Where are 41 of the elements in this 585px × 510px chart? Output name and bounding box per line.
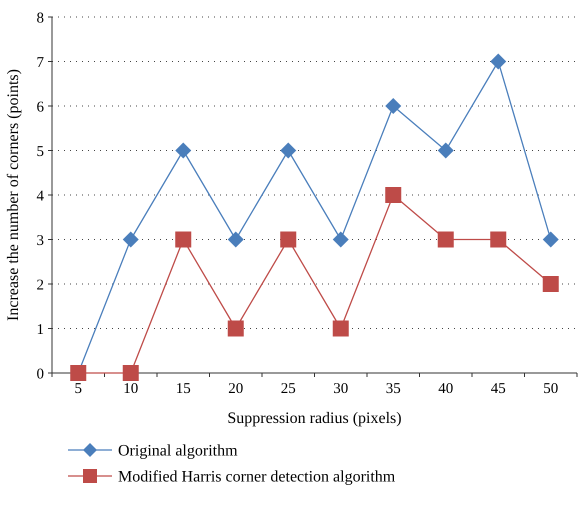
x-tick-label: 30 xyxy=(333,381,348,397)
y-tick-label: 6 xyxy=(36,99,44,116)
point xyxy=(490,54,506,70)
point xyxy=(438,232,454,248)
y-tick-label: 4 xyxy=(36,188,44,204)
legend-label: Original algorithm xyxy=(118,442,238,460)
point xyxy=(228,320,244,336)
point xyxy=(542,276,559,292)
point xyxy=(332,232,349,248)
point xyxy=(332,320,349,336)
point xyxy=(438,142,454,158)
point xyxy=(280,142,296,158)
point xyxy=(542,232,559,248)
point xyxy=(385,98,402,114)
x-tick-label: 20 xyxy=(228,381,244,397)
point xyxy=(122,232,139,248)
x-tick-label: 5 xyxy=(74,381,82,397)
point xyxy=(280,232,296,248)
y-tick-label: 0 xyxy=(36,366,44,382)
point xyxy=(122,365,139,381)
y-tick-label: 3 xyxy=(36,232,44,249)
y-axis-title: Increase the number of corners (points) xyxy=(5,69,22,321)
x-tick-label: 40 xyxy=(438,381,454,397)
point xyxy=(490,232,506,248)
x-tick-label: 45 xyxy=(490,381,506,397)
x-tick-label: 15 xyxy=(176,381,191,397)
x-axis-title: Suppression radius (pixels) xyxy=(227,410,402,427)
x-tick-label: 10 xyxy=(123,381,138,397)
y-tick-label: 2 xyxy=(36,277,44,294)
x-tick-label: 35 xyxy=(386,381,401,397)
point xyxy=(175,142,192,158)
x-tick-label: 25 xyxy=(280,381,296,397)
y-tick-label: 8 xyxy=(36,10,44,26)
point xyxy=(228,232,244,248)
y-tick-label: 7 xyxy=(36,54,44,71)
x-tick-label: 50 xyxy=(543,381,558,397)
point xyxy=(385,187,402,203)
point xyxy=(175,232,192,248)
y-tick-label: 1 xyxy=(36,322,44,338)
y-tick-label: 5 xyxy=(36,144,44,160)
legend-label: Modified Harris corner detection algorithm xyxy=(118,468,396,486)
